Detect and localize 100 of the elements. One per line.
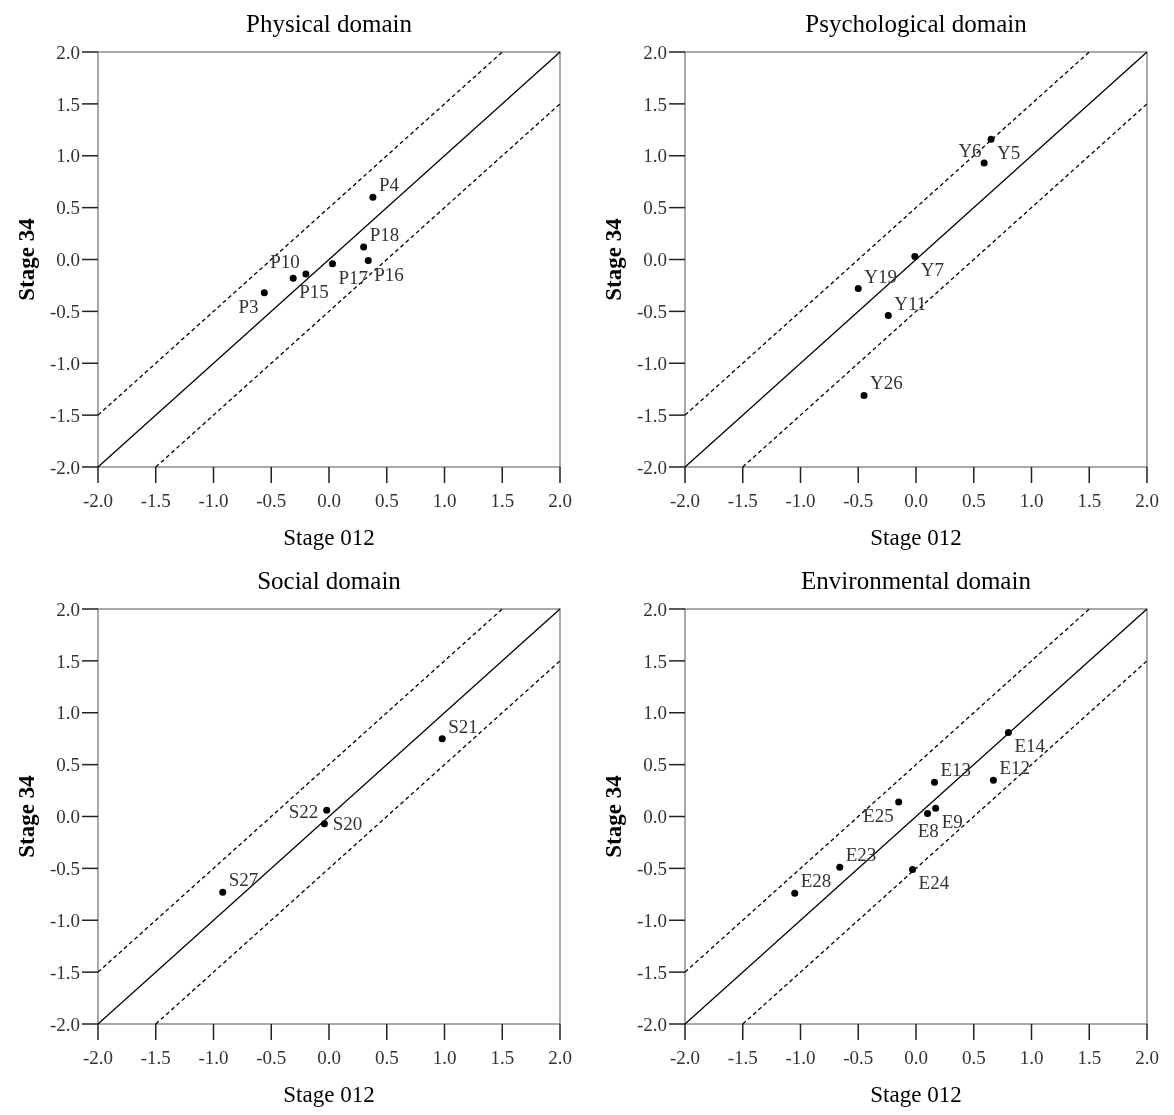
y-tick-label: -1.5: [636, 961, 667, 983]
y-tick-label: 2.0: [643, 41, 667, 63]
x-tick-label: -1.0: [198, 490, 229, 511]
x-tick-label: 1.0: [1019, 1047, 1044, 1068]
x-tick-label: 2.0: [1135, 1047, 1159, 1068]
annotation: Y26: [870, 372, 903, 394]
annotation: P16: [374, 263, 404, 285]
x-tick-label: -1.0: [785, 490, 816, 511]
point: [860, 391, 868, 399]
point: [260, 289, 268, 297]
x-tick-label: 0.5: [374, 1047, 399, 1068]
x-tick-label: 1.0: [1019, 490, 1044, 511]
x-axis-title: Stage 012: [870, 1082, 962, 1107]
y-tick-label: 0.5: [56, 197, 80, 219]
annotation: S21: [448, 715, 478, 737]
point: [302, 270, 310, 278]
x-tick-label: -1.5: [140, 490, 171, 511]
x-tick-label: -0.5: [843, 490, 874, 511]
point: [930, 778, 938, 786]
y-tick-label: 0.5: [643, 754, 667, 776]
annotation: Y5: [997, 142, 1021, 164]
y-tick-label: 2.0: [56, 41, 80, 63]
point: [987, 135, 995, 143]
chart-title: Physical domain: [246, 10, 413, 37]
point: [364, 257, 372, 265]
point: [909, 865, 917, 873]
annotation: S20: [332, 813, 363, 835]
annotation: E28: [800, 870, 832, 892]
chart-title: Psychological domain: [805, 10, 1028, 37]
x-tick-label: 0.0: [317, 490, 341, 511]
y-tick-label: 1.5: [56, 93, 80, 115]
x-tick-label: -1.5: [727, 1047, 758, 1068]
point: [219, 888, 227, 896]
y-axis-title: Stage 34: [14, 217, 39, 301]
annotation: E23: [845, 844, 877, 866]
point: [911, 252, 919, 260]
x-axis-title: Stage 012: [283, 1082, 375, 1107]
y-tick-label: 0.0: [643, 806, 667, 828]
x-tick-label: 0.5: [374, 490, 399, 511]
y-tick-label: -1.0: [49, 909, 80, 931]
y-tick-label: 1.5: [56, 650, 80, 672]
point: [884, 312, 892, 320]
y-tick-label: -0.5: [49, 858, 80, 880]
x-tick-label: 1.5: [1077, 490, 1102, 511]
y-tick-label: 1.5: [643, 650, 667, 672]
annotation: S27: [228, 869, 259, 891]
x-tick-label: -2.0: [82, 1047, 114, 1068]
x-tick-label: 2.0: [1135, 490, 1159, 511]
x-axis-title: Stage 012: [283, 525, 375, 550]
x-axis-title: Stage 012: [870, 525, 962, 550]
x-tick-label: -1.5: [140, 1047, 171, 1068]
annotation: P4: [378, 174, 400, 196]
point: [895, 798, 903, 806]
x-tick-label: -0.5: [843, 1047, 874, 1068]
annotation: E9: [941, 811, 963, 833]
y-tick-label: -2.0: [636, 1013, 667, 1035]
x-tick-label: -1.0: [198, 1047, 229, 1068]
y-axis-title: Stage 34: [601, 774, 626, 858]
y-tick-label: 1.0: [56, 702, 80, 724]
x-tick-label: 1.5: [490, 1047, 515, 1068]
x-tick-label: 1.0: [432, 490, 457, 511]
chart-title: Social domain: [257, 567, 402, 594]
annotation: P17: [338, 266, 369, 288]
annotation: P18: [369, 224, 400, 246]
point: [323, 806, 331, 814]
x-tick-label: 0.0: [904, 490, 928, 511]
y-tick-label: -1.5: [636, 404, 667, 426]
annotation: P10: [270, 251, 300, 273]
x-tick-label: -2.0: [82, 490, 114, 511]
x-tick-label: -0.5: [256, 490, 287, 511]
y-axis-title: Stage 34: [601, 217, 626, 301]
y-tick-label: -2.0: [636, 456, 667, 478]
point: [438, 735, 446, 743]
x-tick-label: 1.5: [1077, 1047, 1102, 1068]
annotation: Y19: [864, 265, 897, 287]
annotation: Y7: [920, 259, 945, 281]
x-tick-label: -0.5: [256, 1047, 287, 1068]
annotation: E24: [918, 872, 950, 894]
annotation: Y6: [958, 140, 982, 162]
point: [980, 159, 988, 167]
y-tick-label: -1.0: [49, 352, 80, 374]
point: [360, 243, 368, 251]
point: [289, 274, 297, 282]
x-tick-label: -2.0: [669, 490, 701, 511]
y-tick-label: -1.5: [49, 961, 80, 983]
y-tick-label: 0.0: [56, 249, 80, 271]
y-tick-label: -2.0: [49, 456, 80, 478]
annotation: P3: [238, 295, 259, 317]
y-tick-label: -1.5: [49, 404, 80, 426]
y-tick-label: -1.0: [636, 909, 667, 931]
x-tick-label: 0.5: [961, 490, 986, 511]
annotation: Y11: [894, 292, 927, 314]
y-tick-label: -2.0: [49, 1013, 80, 1035]
y-tick-label: 2.0: [56, 598, 80, 620]
y-tick-label: 1.0: [56, 145, 80, 167]
y-tick-label: -1.0: [636, 352, 667, 374]
point: [854, 285, 862, 293]
y-tick-label: 1.5: [643, 93, 667, 115]
x-tick-label: 1.0: [432, 1047, 457, 1068]
annotation: E13: [940, 759, 972, 781]
